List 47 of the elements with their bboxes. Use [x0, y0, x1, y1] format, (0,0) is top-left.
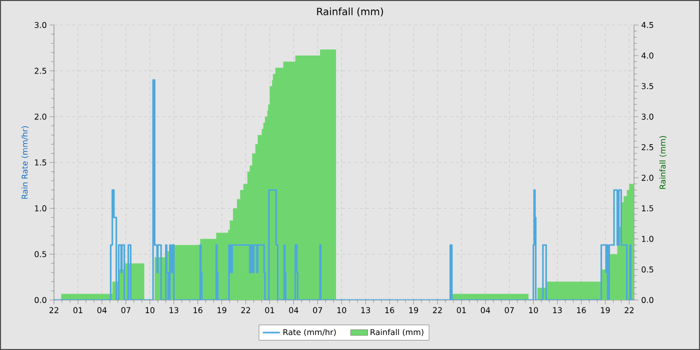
x-tick-label: 13	[170, 307, 178, 314]
x-tick-label: 22	[241, 307, 250, 314]
y-tick-label: 0.0	[34, 296, 46, 304]
y2-tick-label: 3.0	[642, 114, 654, 120]
x-tick-label: 04	[97, 307, 107, 314]
y2-tick-label: 0.0	[642, 296, 654, 304]
x-tick-label: 16	[577, 307, 586, 314]
x-tick-label: 19	[409, 307, 418, 314]
x-tick-label: 16	[385, 307, 394, 314]
legend-label: Rainfall (mm)	[370, 328, 424, 336]
x-tick-label: 10	[146, 307, 154, 314]
x-tick-label: 22	[432, 307, 442, 314]
x-tick-label: 22	[624, 307, 634, 314]
y2-tick-label: 3.5	[642, 83, 654, 90]
x-tick-label: 04	[480, 307, 490, 314]
y2-tick-label: 1.0	[642, 236, 654, 242]
y-tick-label: 1.0	[35, 205, 46, 212]
y-tick-label: 3.0	[34, 22, 46, 28]
x-tick-label: 07	[313, 307, 322, 314]
x-tick-label: 01	[456, 307, 466, 314]
y2-tick-label: 4.5	[642, 22, 654, 28]
y2-tick-label: 4.0	[642, 52, 654, 59]
x-tick-label: 04	[289, 307, 298, 314]
y-tick-label: 1.5	[35, 160, 46, 166]
y2-axis-title: Rainfall (mm)	[659, 136, 667, 189]
y2-tick-label: 0.5	[642, 266, 654, 272]
y-tick-label: 2.0	[34, 114, 46, 120]
x-tick-label: 10	[337, 307, 346, 314]
x-tick-label: 07	[121, 307, 130, 314]
x-tick-label: 16	[194, 307, 202, 314]
y-axis-title: Rain Rate (mm/hr)	[21, 126, 29, 199]
chart-title: Rainfall (mm)	[317, 8, 383, 16]
y-tick-label: 0.5	[34, 251, 46, 258]
x-tick-label: 13	[361, 307, 370, 314]
y-tick-label: 2.5	[34, 68, 46, 74]
x-tick-label: 19	[218, 307, 226, 314]
y2-tick-label: 2.5	[642, 144, 654, 150]
x-tick-label: 07	[504, 307, 514, 314]
x-tick-label: 22	[49, 307, 58, 314]
x-tick-label: 19	[601, 307, 610, 314]
y2-tick-label: 2.0	[642, 174, 654, 181]
x-tick-label: 10	[529, 307, 538, 314]
x-tick-label: 01	[265, 307, 274, 314]
x-tick-label: 01	[73, 307, 82, 314]
y2-tick-label: 1.5	[642, 205, 654, 212]
legend-label: Rate (mm/hr)	[283, 328, 336, 336]
x-tick-label: 13	[553, 307, 562, 314]
